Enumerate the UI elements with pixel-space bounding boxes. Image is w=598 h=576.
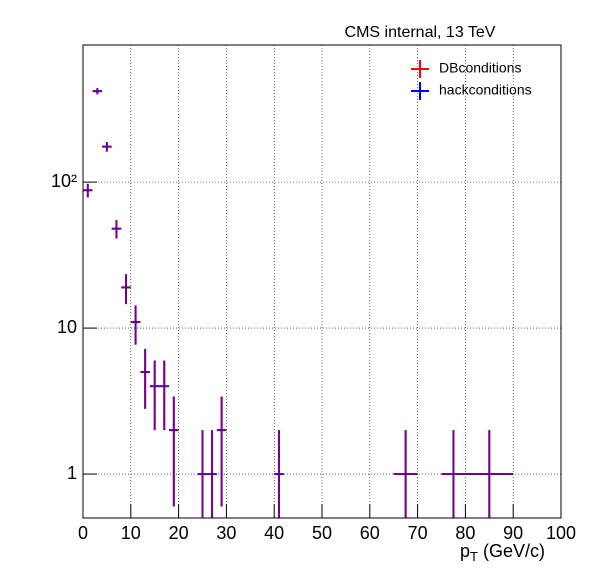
legend-label: hackconditions [439,82,532,98]
legend-label: DBconditions [439,60,522,76]
y-tick-label: 10² [51,171,77,191]
chart-title: CMS internal, 13 TeV [345,24,496,41]
x-tick-label: 80 [455,523,475,543]
x-tick-label: 20 [169,523,189,543]
x-tick-label: 0 [78,523,88,543]
x-tick-label: 10 [121,523,141,543]
y-tick-label: 1 [67,463,77,483]
x-axis-label: pT (GeV/c) [460,541,545,565]
x-tick-label: 30 [216,523,236,543]
x-tick-label: 40 [264,523,284,543]
x-tick-label: 60 [360,523,380,543]
x-tick-label: 100 [546,523,576,543]
y-tick-label: 10 [57,317,77,337]
x-tick-label: 50 [312,523,332,543]
x-tick-label: 90 [503,523,523,543]
x-tick-label: 70 [408,523,428,543]
